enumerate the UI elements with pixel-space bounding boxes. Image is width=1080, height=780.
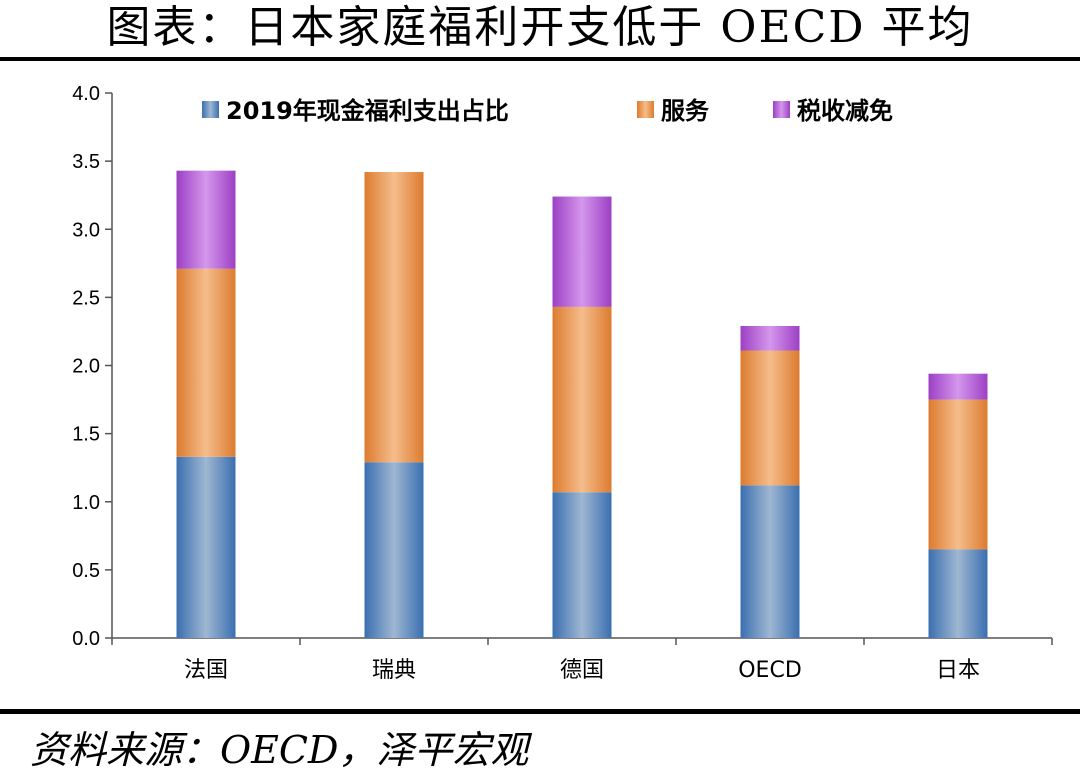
y-tick-label: 0.0	[72, 628, 100, 650]
y-tick-label: 0.5	[72, 560, 100, 582]
chart-bars	[176, 170, 988, 638]
x-tick-label: 瑞典	[372, 658, 416, 683]
bar-segment	[552, 306, 612, 493]
y-tick-label: 2.5	[72, 287, 100, 309]
bar-segment	[928, 549, 988, 638]
legend-label: 税收减免	[797, 97, 893, 125]
legend-label: 2019年现金福利支出占比	[226, 97, 509, 125]
bar-segment	[552, 196, 612, 307]
bar-segment	[552, 492, 612, 638]
chart-title: 图表：日本家庭福利开支低于 OECD 平均	[106, 2, 974, 53]
bar-segment	[928, 373, 988, 400]
bar-segment	[364, 462, 424, 638]
legend-swatch	[202, 101, 219, 118]
y-tick-label: 3.0	[72, 219, 100, 241]
source-note: 资料来源：OECD，泽平宏观	[30, 728, 529, 772]
x-tick-label: 德国	[560, 658, 604, 683]
bar-segment	[740, 485, 800, 638]
y-tick-label: 1.5	[72, 424, 100, 446]
legend-label: 服务	[661, 97, 710, 125]
bar-segment	[364, 172, 424, 463]
y-tick-label: 2.0	[72, 356, 100, 378]
bar-segment	[176, 268, 236, 457]
top-divider	[0, 57, 1080, 61]
stacked-bar-chart: 0.00.51.01.52.02.53.03.54.0法国 瑞典 德国 OECD 日本 …	[72, 83, 1053, 683]
legend-swatch	[637, 101, 654, 118]
bar-segment	[740, 325, 800, 351]
y-tick-label: 3.5	[72, 151, 100, 173]
chart-axes: 0.0 0.5 1.0 1.5 2.0 2.5 3.0 3.5 4.0 法国 瑞典 德国 OECD 日本	[72, 83, 1053, 683]
y-tick-label: 4.0	[72, 83, 100, 105]
bar-segment	[740, 350, 800, 486]
y-tick-label: 1.0	[72, 492, 100, 514]
legend-swatch	[773, 101, 790, 118]
x-tick-label: OECD	[738, 658, 802, 683]
bar-segment	[928, 399, 988, 550]
bottom-divider	[0, 709, 1080, 714]
bar-segment	[176, 456, 236, 638]
x-tick-label: 法国	[184, 658, 228, 683]
x-tick-label: 日本	[936, 658, 980, 683]
bar-segment	[176, 170, 236, 269]
chart-legend: 2019年现金福利支出占比 服务 税收减免	[202, 97, 893, 125]
